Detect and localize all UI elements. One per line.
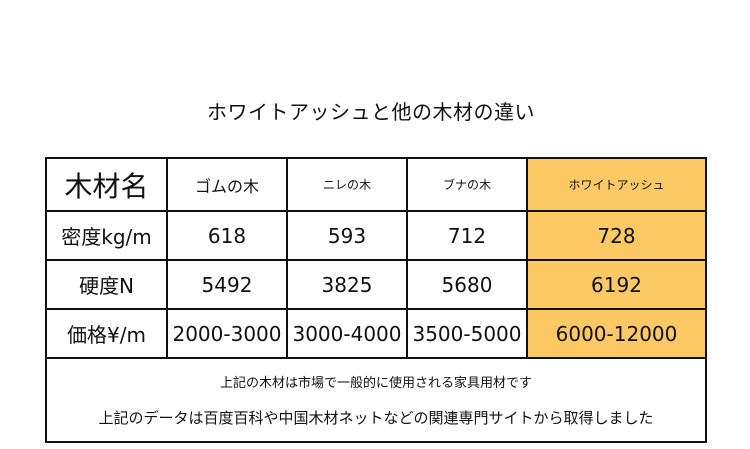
column-header-white-ash: ホワイトアッシュ (526, 157, 707, 212)
row-label-hardness: 硬度N (45, 259, 168, 310)
table-cell: 712 (406, 210, 528, 261)
comparison-table: 木材名 ゴムの木 ニレの木 ブナの木 ホワイトアッシュ 密度kg/m 618 5… (45, 157, 707, 443)
table-cell: 618 (166, 210, 288, 261)
table-cell: 3500-5000 (406, 308, 528, 359)
notes-row: 上記の木材は市場で一般的に使用される家具用材です 上記のデータは百度百科や中国木… (45, 357, 707, 443)
table-header-row: 木材名 ゴムの木 ニレの木 ブナの木 ホワイトアッシュ (45, 157, 707, 212)
row-label-density: 密度kg/m (45, 210, 168, 261)
table-cell-highlight: 6192 (526, 259, 707, 310)
table-row: 硬度N 5492 3825 5680 6192 (45, 259, 707, 310)
table-row: 密度kg/m 618 593 712 728 (45, 210, 707, 261)
table-cell-highlight: 6000-12000 (526, 308, 707, 359)
note-text: 上記のデータは百度百科や中国木材ネットなどの関連専門サイトから取得しました (98, 409, 654, 427)
row-label-price: 価格¥/m (45, 308, 168, 359)
table-row: 価格¥/m 2000-3000 3000-4000 3500-5000 6000… (45, 308, 707, 359)
column-header-beech: ブナの木 (406, 157, 528, 212)
notes-cell: 上記の木材は市場で一般的に使用される家具用材です 上記のデータは百度百科や中国木… (45, 357, 707, 443)
page-title: ホワイトアッシュと他の木材の違い (207, 100, 535, 124)
note-text: 上記の木材は市場で一般的に使用される家具用材です (219, 376, 532, 391)
table-cell: 2000-3000 (166, 308, 288, 359)
header-label: 木材名 (45, 157, 168, 212)
table-cell: 3000-4000 (286, 308, 408, 359)
table-cell: 593 (286, 210, 408, 261)
table-cell-highlight: 728 (526, 210, 707, 261)
column-header-elm: ニレの木 (286, 157, 408, 212)
table-cell: 3825 (286, 259, 408, 310)
table-cell: 5680 (406, 259, 528, 310)
column-header-rubberwood: ゴムの木 (166, 157, 288, 212)
table-cell: 5492 (166, 259, 288, 310)
